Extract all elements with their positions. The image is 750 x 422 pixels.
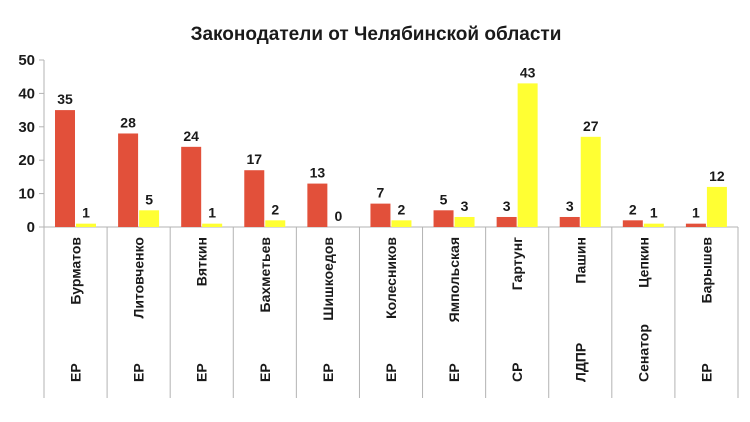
bar-series1 (244, 170, 265, 227)
data-label: 35 (57, 91, 73, 107)
category-label-party: СР (509, 363, 525, 382)
category-label-party: ЕР (383, 363, 399, 382)
y-tick-label: 30 (18, 119, 35, 136)
category-label-name: Барышев (698, 237, 714, 304)
data-label: 3 (503, 198, 511, 214)
y-tick-label: 20 (18, 152, 35, 169)
data-label: 1 (82, 205, 90, 221)
bar-series1 (370, 203, 391, 227)
bar-series1 (622, 220, 643, 227)
chart-title: Законодатели от Челябинской области (191, 24, 562, 45)
category-label-name: Шишкоедов (320, 237, 336, 321)
category-label-party: ЛДПР (572, 343, 588, 382)
bar-series1 (55, 110, 75, 227)
data-label: 3 (461, 198, 469, 214)
data-label: 5 (145, 191, 153, 207)
category-label-party: Сенатор (635, 324, 651, 382)
y-tick-label: 40 (18, 85, 35, 102)
bar-series2 (202, 223, 223, 227)
bar-series1 (496, 216, 517, 227)
category-label-name: Бурматов (68, 237, 84, 305)
bar-series1 (118, 133, 139, 227)
data-label: 12 (709, 168, 725, 184)
category-label-party: ЕР (446, 363, 462, 382)
bar-series2 (265, 220, 286, 227)
data-label: 1 (650, 205, 658, 221)
category-label-party: ЕР (320, 363, 336, 382)
bar-series1 (433, 210, 454, 227)
data-label: 2 (629, 201, 637, 217)
data-label: 17 (246, 151, 262, 167)
y-tick-label: 50 (18, 52, 35, 69)
data-label: 1 (208, 205, 216, 221)
data-label: 28 (120, 114, 136, 130)
data-label: 1 (692, 205, 700, 221)
bar-series1 (307, 183, 328, 227)
category-label-name: Ямпольская (446, 237, 462, 322)
bar-series1 (559, 216, 580, 227)
bar-series2 (139, 210, 160, 227)
category-label-party: ЕР (698, 363, 714, 382)
category-label-name: Пашин (572, 237, 588, 284)
category-label-name: Вяткин (194, 237, 210, 286)
category-label-name: Литовченко (131, 237, 147, 318)
category-label-party: ЕР (68, 363, 84, 382)
data-label: 24 (183, 128, 199, 144)
bar-series1 (181, 146, 202, 227)
category-label-name: Цепкин (635, 237, 651, 288)
data-label: 2 (271, 201, 279, 217)
bar-series2 (643, 223, 664, 227)
data-label: 2 (398, 201, 406, 217)
bar-series2 (391, 220, 412, 227)
data-label: 0 (334, 208, 342, 224)
category-label-party: ЕР (194, 363, 210, 382)
plot-area: 01020304050351БурматовЕР285ЛитовченкоЕР2… (18, 52, 739, 398)
bar-series2 (706, 186, 727, 227)
bar-series1 (685, 223, 706, 227)
category-label-name: Бахметьев (257, 237, 273, 313)
category-label-name: Колесников (383, 237, 399, 319)
y-tick-label: 0 (27, 219, 35, 236)
category-label-party: ЕР (257, 363, 273, 382)
data-label: 7 (377, 185, 385, 201)
y-tick-label: 10 (18, 186, 35, 203)
category-label-name: Гартунг (509, 237, 525, 290)
data-label: 27 (583, 118, 599, 134)
data-label: 3 (566, 198, 574, 214)
bar-series2 (517, 83, 538, 227)
data-label: 5 (440, 191, 448, 207)
data-label: 43 (520, 64, 536, 80)
bar-series2 (76, 223, 96, 227)
category-label-party: ЕР (131, 363, 147, 382)
data-label: 13 (310, 165, 326, 181)
bar-series2 (580, 136, 601, 227)
bar-series2 (454, 216, 475, 227)
